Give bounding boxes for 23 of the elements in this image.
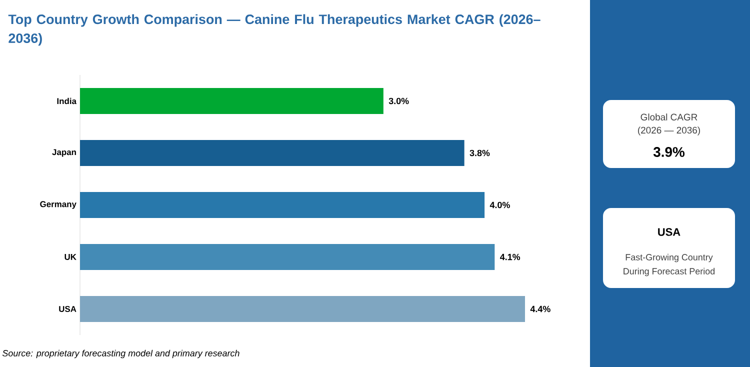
bar	[80, 244, 495, 270]
text: During Forecast Period	[624, 268, 715, 276]
text: 3.9%	[653, 147, 685, 157]
text: USA	[658, 228, 680, 236]
bar	[80, 88, 384, 114]
data-label: 3.0%	[388, 98, 409, 104]
y-tick-label: Germany	[40, 201, 76, 209]
y-tick-label: UK	[64, 254, 76, 260]
bar	[80, 140, 464, 166]
y-tick-label: India	[57, 98, 77, 104]
bar	[80, 192, 485, 218]
chart-title: Top Country Growth Comparison — Canine Flu Therapeutics Market CAGR (2026–2036)	[8, 14, 540, 46]
text: Global CAGR	[640, 114, 698, 120]
source-note: Source: proprietary forecasting model and primary research	[2, 350, 240, 358]
data-label: 4.0%	[490, 202, 510, 208]
data-label: 4.1%	[500, 254, 520, 260]
text: Fast-Growing Country	[626, 254, 713, 262]
bar	[80, 296, 526, 322]
data-label: 4.4%	[530, 306, 550, 312]
y-tick-label: Japan	[52, 149, 76, 157]
text: (2026 — 2036)	[638, 126, 700, 136]
data-label: 3.8%	[470, 150, 490, 156]
y-tick-label: USA	[59, 306, 76, 312]
